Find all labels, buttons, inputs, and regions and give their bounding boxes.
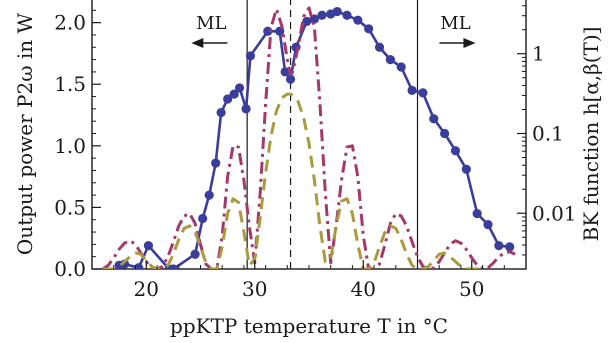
y2-tick-label-1: 0.1 (532, 122, 564, 146)
data-point (374, 42, 385, 52)
data-point (353, 15, 363, 25)
data-point (418, 88, 428, 98)
data-point (302, 16, 312, 27)
annotations: ML ML (191, 13, 476, 48)
data-point (211, 158, 221, 168)
y-tick-label-1: 0.5 (54, 195, 86, 219)
data-point (407, 85, 417, 95)
data-point (285, 74, 296, 84)
data-point (234, 83, 245, 93)
annotation-label-0: ML (196, 13, 226, 34)
data-point (263, 26, 273, 36)
annotation-arrow-0 (191, 38, 228, 48)
data-point (332, 6, 342, 17)
data-point (229, 89, 239, 99)
series-line-2 (102, 92, 483, 269)
data-point (429, 114, 439, 124)
data-point (245, 51, 256, 61)
x-tick-label-20: 20 (134, 277, 159, 301)
y-tick-label-4: 2.0 (54, 11, 86, 35)
data-point (143, 240, 154, 251)
data-point (216, 107, 226, 118)
plot-frame (91, 0, 527, 270)
data-point (450, 146, 461, 156)
data-point (317, 10, 327, 20)
arrow-head (463, 38, 476, 48)
series-layer (101, 6, 516, 269)
data-point (223, 94, 233, 104)
x-tick-label-50: 50 (459, 277, 484, 301)
data-point (483, 220, 493, 230)
data-point (134, 263, 144, 269)
y-tick-label-2: 1.0 (54, 134, 86, 158)
data-point (342, 10, 352, 20)
data-point (190, 249, 200, 259)
data-point (494, 240, 504, 251)
data-point (440, 128, 450, 139)
y-tick-label-3: 1.5 (54, 72, 86, 96)
annotation-arrow-1 (439, 38, 476, 48)
data-point (198, 213, 208, 224)
reference-lines (246, 0, 419, 269)
data-point (461, 164, 471, 174)
y-tick-label-0: 0.0 (54, 257, 86, 281)
y2-tick-label-0: 0.01 (532, 201, 577, 225)
data-point (364, 24, 374, 34)
data-point (241, 104, 251, 114)
y2-axis-label: BK function h[α,β(T)] (579, 27, 603, 242)
plot-area (91, 0, 527, 270)
data-point (385, 54, 395, 65)
y2-tick-label-2: 1 (532, 42, 545, 66)
y-axis-label: Output power P2ω in W (13, 12, 37, 255)
data-point (280, 67, 290, 77)
x-tick-label-30: 30 (242, 277, 267, 301)
x-axis-label: ppKTP temperature T in °C (170, 314, 448, 338)
data-point (472, 208, 482, 219)
annotation-label-1: ML (440, 13, 470, 34)
x-tick-label-40: 40 (351, 277, 376, 301)
data-point (396, 62, 406, 72)
data-point (204, 190, 214, 200)
arrow-head (191, 38, 204, 48)
series-line-1 (101, 6, 516, 269)
data-point (168, 264, 178, 269)
data-point (505, 242, 515, 252)
axes: 20 30 40 50 0.0 0.5 1.0 1.5 2.0 0.01 0.1 1 (54, 5, 577, 301)
